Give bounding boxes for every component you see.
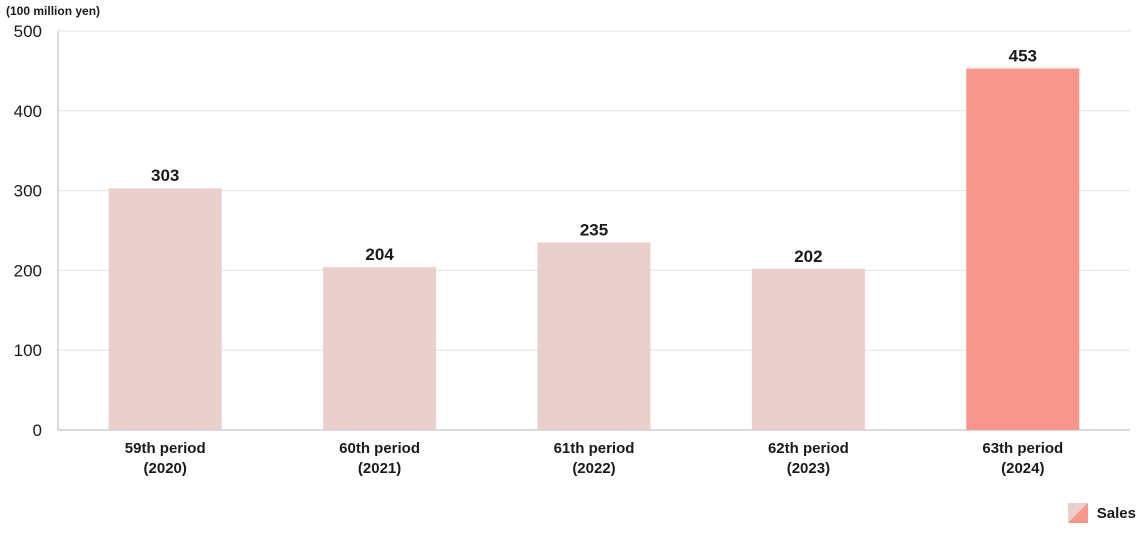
bar [966,68,1080,431]
x-tick-label-year: (2024) [1001,460,1044,477]
x-tick-label-year: (2021) [358,460,401,477]
x-tick-label-period: 61th period [554,440,635,457]
legend: Sales [1067,503,1136,523]
y-tick-label: 200 [14,261,42,280]
x-tick-label-period: 59th period [125,440,206,457]
bar [323,267,437,430]
x-tick-label-period: 63th period [982,440,1063,457]
data-label: 204 [365,245,394,264]
y-tick-label: 0 [33,421,42,440]
bar [108,188,222,430]
x-tick-label-period: 62th period [768,440,849,457]
x-tick-label-year: (2023) [787,460,830,477]
bar [537,242,651,430]
bar [751,268,865,430]
legend-swatch-sales [1067,503,1088,523]
data-label: 235 [580,220,608,239]
y-tick-label: 500 [14,22,42,41]
y-axis-unit-label: (100 million yen) [6,4,101,18]
data-label: 303 [151,166,179,185]
y-tick-label: 300 [14,182,42,201]
x-tick-label-year: (2020) [144,460,187,477]
legend-label-sales: Sales [1096,504,1136,522]
x-tick-label-period: 60th period [339,440,420,457]
data-label: 202 [794,247,822,266]
y-tick-label: 400 [14,102,42,121]
y-tick-label: 100 [14,341,42,360]
x-tick-label-year: (2022) [572,460,615,477]
data-label: 453 [1009,47,1037,66]
